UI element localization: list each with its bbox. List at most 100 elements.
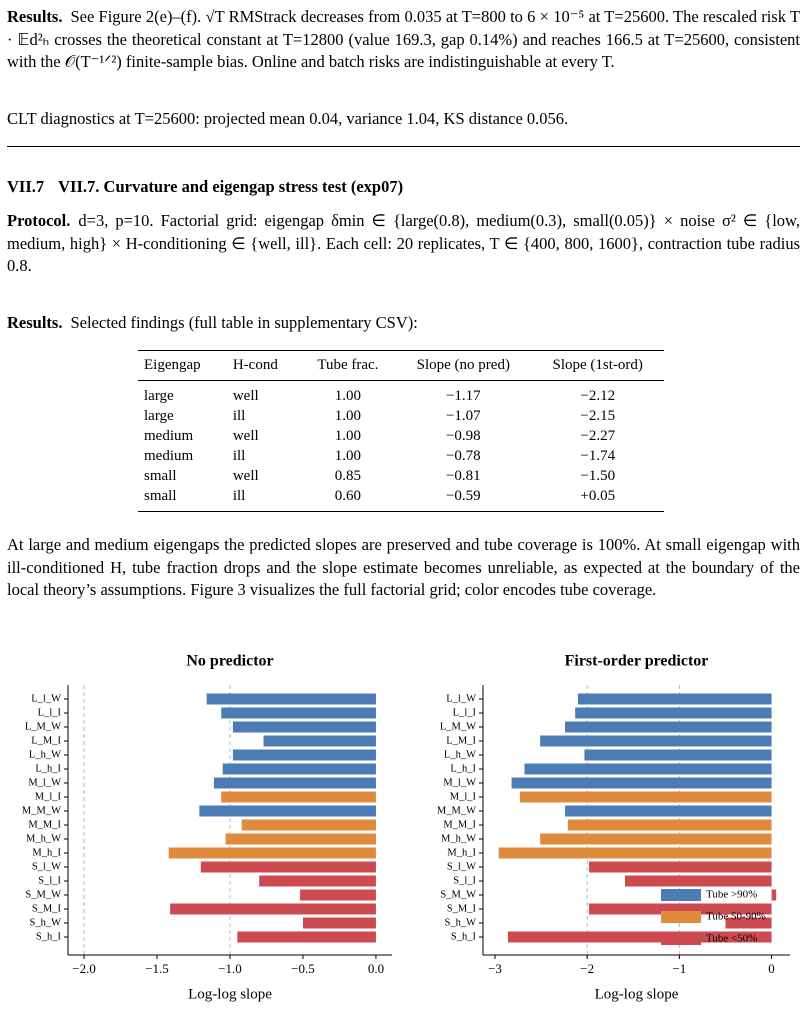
table-cell: 1.00 (334, 428, 361, 444)
paragraph-label: Results. (7, 313, 63, 332)
y-tick-label: S_M_I (447, 903, 477, 914)
bar (168, 847, 376, 859)
table-cell: well (232, 428, 259, 444)
bar (221, 707, 376, 719)
results-paragraph: Results. Selected findings (full table in… (7, 312, 800, 335)
table-row: small ill 0.60 −0.59 +0.05 (138, 486, 664, 512)
table-cell: −2.15 (580, 408, 616, 424)
bar (263, 735, 376, 747)
bar (577, 693, 772, 705)
table-cell: 1.00 (334, 448, 361, 464)
y-tick-label: S_l_W (32, 861, 61, 872)
y-tick-label: S_M_I (32, 903, 62, 914)
legend-swatch (661, 911, 701, 923)
bar (199, 805, 376, 817)
y-tick-label: S_h_I (36, 931, 62, 942)
bar (540, 735, 772, 747)
clt-paragraph: CLT diagnostics at T=25600: projected me… (7, 109, 569, 128)
section-title: VII.7. Curvature and eigengap stress tes… (58, 177, 404, 196)
bar (565, 805, 772, 817)
bar (225, 833, 376, 845)
table-cell: −2.27 (580, 428, 616, 444)
y-tick-label: L_h_W (444, 749, 476, 760)
chart-title: No predictor (186, 653, 273, 670)
table-cell: 0.85 (334, 468, 361, 484)
bar (300, 889, 376, 901)
x-tick-label: −3 (488, 961, 502, 976)
legend-swatch (661, 933, 701, 945)
y-tick-label: L_l_I (453, 707, 477, 718)
x-tick-label: −1 (672, 961, 686, 976)
y-tick-label: M_M_W (437, 805, 476, 816)
bar (725, 917, 772, 929)
y-tick-label: M_M_I (443, 819, 476, 830)
y-tick-label: M_h_I (447, 847, 476, 858)
table-cell: ill (232, 408, 246, 424)
table-cell: medium (144, 448, 194, 464)
table-cell: −1.74 (580, 448, 616, 464)
table-cell: 1.00 (334, 408, 361, 424)
bar (259, 875, 376, 887)
section-heading: VII.7 VII.7. Curvature and eigengap stres… (7, 176, 800, 199)
paragraph-text: Selected findings (full table in supplem… (70, 313, 418, 332)
results-table: Eigengap H-cond Tube frac. Slope (no pred) S… (138, 350, 664, 512)
legend-label: Tube 50-90% (706, 911, 766, 923)
table-cell: 1.00 (334, 388, 361, 404)
table-cell: well (232, 468, 259, 484)
section-number: VII.7 (7, 177, 45, 196)
table-cell: small (144, 488, 177, 504)
legend-label: Tube <50% (706, 933, 757, 945)
table-header-cell: H-cond (226, 350, 301, 381)
protocol-paragraph: Protocol. d=3, p=10. Factorial grid: eige… (7, 210, 800, 278)
bar (584, 749, 772, 761)
bar (575, 707, 772, 719)
bar (771, 889, 777, 901)
y-tick-label: L_M_W (440, 721, 476, 732)
y-tick-label: S_l_I (453, 875, 476, 886)
bar (511, 777, 772, 789)
y-tick-label: S_h_W (30, 917, 62, 928)
table-cell: 0.60 (334, 488, 361, 504)
y-tick-label: M_M_I (28, 819, 61, 830)
y-tick-label: S_h_I (451, 931, 477, 942)
y-tick-label: M_l_W (28, 777, 61, 788)
bar (237, 931, 376, 943)
bar (222, 763, 376, 775)
bar (567, 819, 772, 831)
bar (519, 791, 772, 803)
bar (206, 693, 376, 705)
y-tick-label: M_l_I (35, 791, 62, 802)
section-rule (7, 146, 800, 147)
table-cell: well (232, 388, 259, 404)
discussion-paragraph: At large and medium eigengaps the predic… (7, 535, 800, 599)
y-tick-label: L_M_W (25, 721, 61, 732)
paragraph-label: Results. (7, 7, 63, 26)
table-cell: ill (232, 448, 246, 464)
bar (241, 819, 376, 831)
x-tick-label: −2 (580, 961, 594, 976)
y-tick-label: S_h_W (445, 917, 477, 928)
x-tick-label: −1.0 (218, 961, 242, 976)
x-tick-label: 0.0 (368, 961, 384, 976)
y-tick-label: M_h_I (32, 847, 61, 858)
table-row: medium ill 1.00 −0.78 −1.74 (138, 446, 664, 466)
bar (221, 791, 376, 803)
bar (170, 903, 376, 915)
table-row: large well 1.00 −1.17 −2.12 (138, 381, 664, 407)
y-tick-label: S_l_W (447, 861, 476, 872)
paragraph-text: See Figure 2(e)–(f). √T RMStrack decreas… (7, 7, 800, 71)
table-cell: −1.17 (445, 388, 481, 404)
legend-label: Tube >90% (706, 889, 757, 901)
y-tick-label: L_h_I (450, 763, 476, 774)
x-axis-label: Log-log slope (595, 986, 679, 1002)
bar (213, 777, 376, 789)
x-tick-label: −2.0 (72, 961, 96, 976)
bar (498, 847, 772, 859)
table-row: large ill 1.00 −1.07 −2.15 (138, 406, 664, 426)
table-cell: large (144, 408, 174, 424)
table-cell: −0.81 (445, 468, 481, 484)
y-tick-label: M_h_W (441, 833, 476, 844)
table-cell: large (144, 388, 174, 404)
x-tick-label: 0 (768, 961, 775, 976)
